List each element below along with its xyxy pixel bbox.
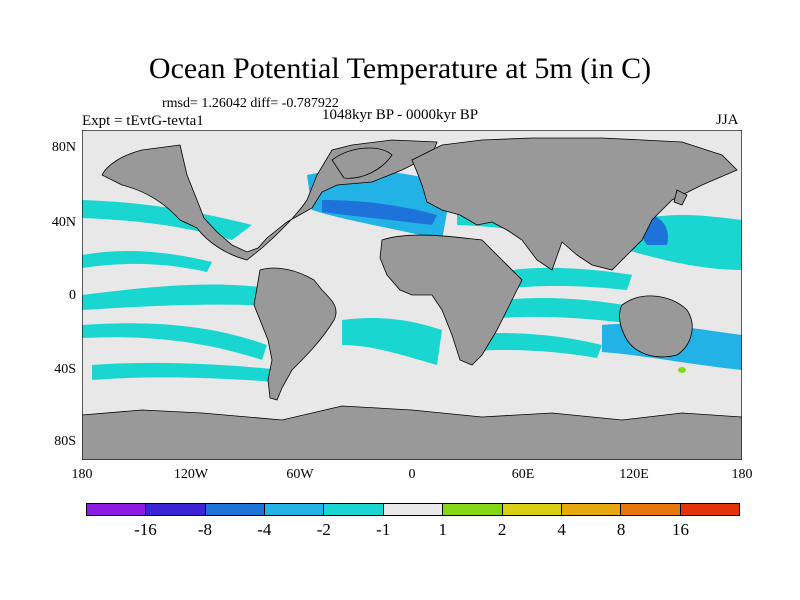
colorbar-swatch [383, 504, 444, 515]
lat-label-40n: 40N [51, 215, 76, 230]
anomaly-band [92, 362, 282, 382]
lat-label-eq: 0 [69, 288, 76, 303]
colorbar-label: 2 [497, 520, 507, 539]
colorbar-swatch [680, 504, 739, 515]
africa [379, 234, 523, 366]
greenland [331, 147, 393, 179]
colorbar-label: 4 [557, 520, 566, 539]
lon-label-180w: 180 [71, 467, 93, 482]
plot-title: Ocean Potential Temperature at 5m (in C) [148, 52, 652, 85]
australia [619, 295, 693, 358]
colorbar-swatch [146, 504, 206, 515]
colorbar-swatch [324, 504, 384, 515]
colorbar-label: 1 [438, 520, 447, 539]
lon-label-60e: 60E [511, 467, 535, 482]
anomaly-band [462, 333, 602, 358]
colorbar-swatch [265, 504, 325, 515]
antarctica [82, 405, 742, 460]
anomaly-spot [678, 367, 686, 373]
anomaly-band [502, 298, 652, 325]
colorbar-label: -4 [257, 520, 272, 539]
map-panel [82, 130, 742, 460]
anomaly-band [322, 200, 437, 225]
colorbar-swatch [205, 504, 266, 515]
colorbar-swatch [443, 504, 503, 515]
colorbar-swatch [502, 504, 562, 515]
lat-label-80s: 80S [54, 434, 76, 449]
experiment-label: Expt = tEvtG-tevta1 [82, 113, 204, 129]
stats-label: rmsd= 1.26042 diff= -0.787922 [162, 96, 339, 111]
japan [673, 189, 688, 206]
lon-label-120w: 120W [173, 467, 209, 482]
colorbar-label: -8 [197, 520, 212, 539]
colorbar [86, 503, 740, 516]
colorbar-swatch [87, 504, 147, 515]
anomaly-band [82, 284, 302, 310]
anomaly-band [82, 323, 267, 360]
anomaly-band [82, 250, 212, 272]
period-label: 1048kyr BP - 0000kyr BP [322, 107, 479, 123]
colorbar-swatch [621, 504, 681, 515]
anomaly-band [512, 267, 632, 290]
colorbar-label: 8 [616, 520, 626, 539]
colorbar-label: -16 [134, 520, 157, 539]
colorbar-label: -2 [316, 520, 331, 539]
lat-label-40s: 40S [54, 362, 76, 377]
lon-label-60w: 60W [286, 467, 314, 482]
colorbar-swatch [561, 504, 622, 515]
colorbar-label: 16 [672, 520, 690, 539]
season-label: JJA [716, 112, 739, 128]
lon-label-0: 0 [408, 467, 416, 482]
anomaly-band [342, 318, 442, 365]
colorbar-label: -1 [376, 520, 391, 539]
south-america [253, 267, 337, 401]
lon-label-180e: 180 [731, 467, 753, 482]
eurasia [411, 137, 738, 271]
lat-label-80n: 80N [51, 140, 76, 155]
lon-label-120e: 120E [619, 467, 649, 482]
